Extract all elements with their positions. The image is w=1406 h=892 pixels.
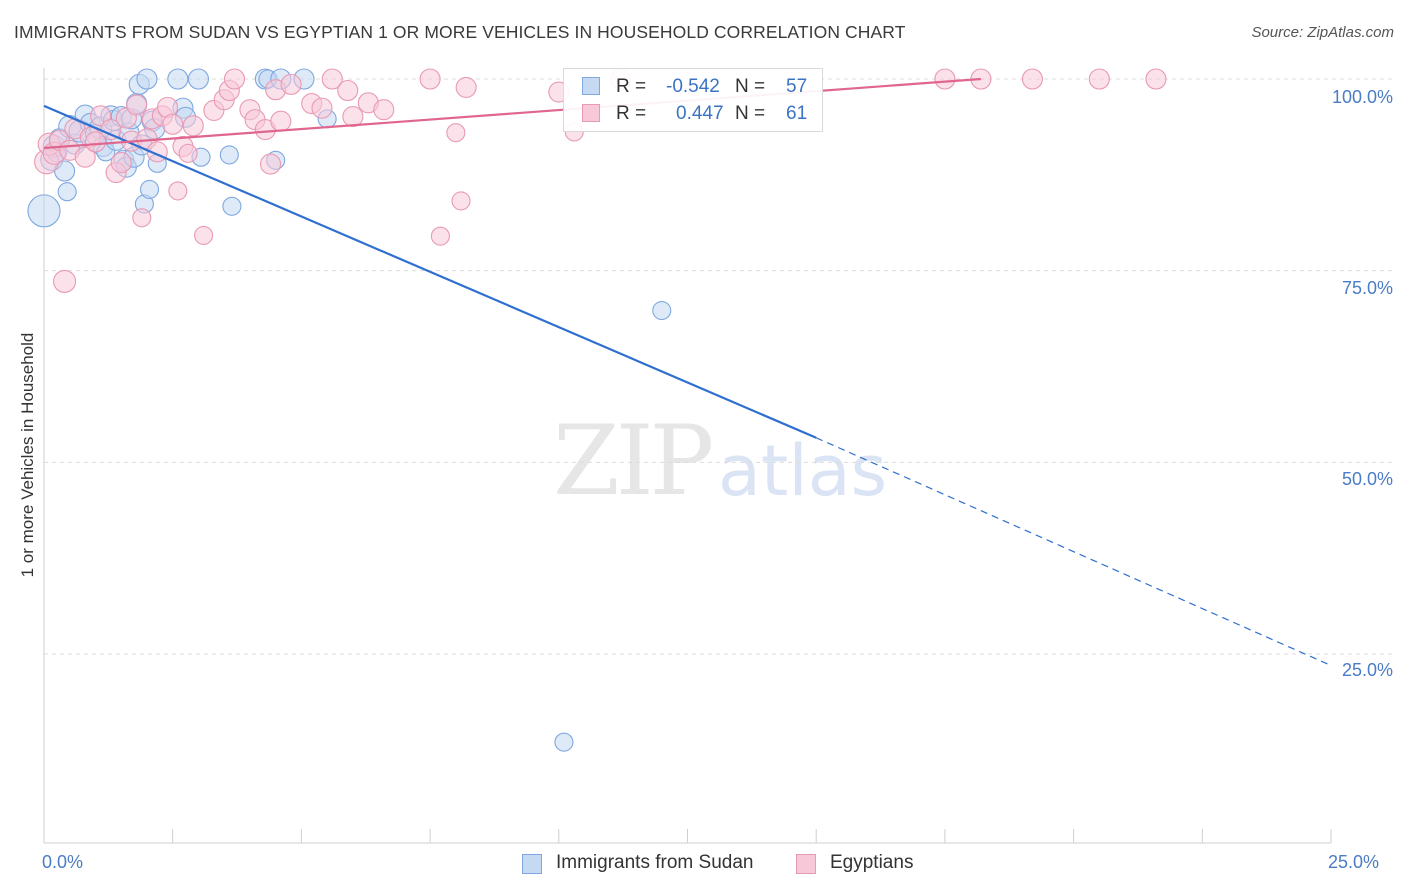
legend-n-label: N = xyxy=(735,76,766,97)
series-name-egyptians: Egyptians xyxy=(830,852,914,873)
legend-n-value: 57 xyxy=(786,76,808,97)
egyptian-point xyxy=(74,146,96,168)
legend-r-value: 0.447 xyxy=(676,103,724,124)
sudan-trend-line xyxy=(43,104,817,439)
egyptian-trend-line xyxy=(43,77,982,150)
egyptian-point xyxy=(337,79,359,102)
egyptian-point xyxy=(446,123,466,143)
egyptian-point xyxy=(1088,68,1110,90)
egyptian-point xyxy=(132,208,152,228)
egyptian-point xyxy=(194,225,214,245)
egyptian-point xyxy=(451,191,471,211)
sudan-point xyxy=(219,145,239,165)
series-name-sudan: Immigrants from Sudan xyxy=(556,852,754,873)
sudan-point xyxy=(187,68,209,90)
sudan-point xyxy=(27,194,61,228)
series-swatch-egyptians xyxy=(796,854,816,874)
sudan-point xyxy=(222,196,242,216)
legend-r-label: R = xyxy=(616,103,647,124)
egyptian-point xyxy=(455,76,477,98)
y-tick-label-50: 50.0% xyxy=(1341,469,1393,489)
egyptian-point xyxy=(162,113,184,135)
chart-title: IMMIGRANTS FROM SUDAN VS EGYPTIAN 1 OR M… xyxy=(14,22,906,42)
legend-swatch-egyptians xyxy=(582,104,600,122)
watermark-atlas: atlas xyxy=(718,430,888,512)
egyptian-point xyxy=(84,131,107,153)
egyptian-point xyxy=(280,73,302,95)
sudan-point xyxy=(136,68,158,90)
egyptian-point xyxy=(373,99,395,121)
sudan-point xyxy=(554,732,574,752)
egyptian-point xyxy=(182,115,204,137)
legend-swatch-sudan xyxy=(582,77,600,95)
y-tick-label-25: 25.0% xyxy=(1341,660,1393,680)
egyptian-point xyxy=(311,97,333,119)
egyptian-point xyxy=(168,181,188,201)
sudan-point xyxy=(167,68,189,90)
egyptian-point xyxy=(342,106,364,128)
x-tick-label-max: 25.0% xyxy=(1328,852,1380,872)
egyptian-point xyxy=(419,68,441,90)
series-swatch-sudan xyxy=(522,854,542,874)
egyptian-point xyxy=(270,110,292,132)
egyptian-point xyxy=(1021,68,1043,90)
legend-r-label: R = xyxy=(616,76,647,97)
y-axis-label: 1 or more Vehicles in Household xyxy=(18,332,37,578)
egyptian-point xyxy=(259,153,282,175)
egyptian-point xyxy=(430,226,450,246)
legend-n-value: 61 xyxy=(786,103,808,124)
stats-legend: R = -0.542 N = 57 R = 0.447 N = 61 xyxy=(563,68,823,132)
sudan-point xyxy=(139,179,160,199)
egyptian-point xyxy=(1145,68,1167,90)
y-tick-label-75: 75.0% xyxy=(1341,278,1393,298)
watermark-zip: ZIP xyxy=(553,405,714,517)
egyptian-point xyxy=(321,68,343,90)
sudan-point xyxy=(652,300,672,321)
source-label: Source: ZipAtlas.com xyxy=(1251,24,1394,41)
egyptian-point xyxy=(178,143,198,163)
legend-n-label: N = xyxy=(735,103,766,124)
egyptian-point xyxy=(126,94,148,116)
sudan-point xyxy=(57,182,77,202)
egyptian-point xyxy=(934,68,956,90)
x-tick-label-min: 0.0% xyxy=(42,852,84,872)
egyptian-point xyxy=(110,152,132,174)
legend-r-value: -0.542 xyxy=(666,76,720,97)
egyptian-point xyxy=(53,269,77,293)
egyptian-point xyxy=(223,68,246,90)
y-tick-label-100: 100.0% xyxy=(1331,87,1393,107)
sudan-trend-extension xyxy=(815,437,1332,667)
